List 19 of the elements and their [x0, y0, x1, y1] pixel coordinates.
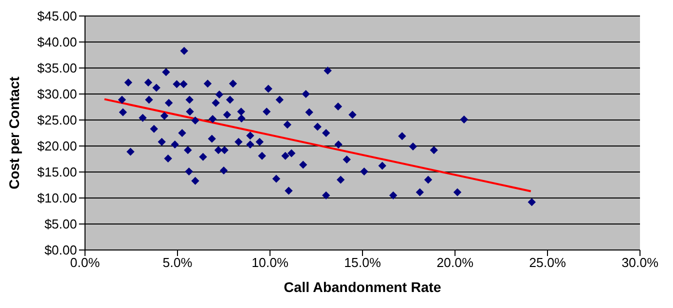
- y-tick-label: $15.00: [37, 164, 77, 180]
- y-tick-label: $20.00: [37, 138, 77, 154]
- y-axis-title: Cost per Contact: [6, 76, 22, 190]
- y-tick-label: $45.00: [37, 8, 77, 24]
- x-tick-label: 15.0%: [344, 255, 382, 270]
- y-tick-label: $10.00: [37, 190, 77, 206]
- x-tick-label: 10.0%: [252, 255, 289, 270]
- x-tick-label: 30.0%: [622, 255, 659, 270]
- y-tick-label: $30.00: [37, 86, 77, 102]
- x-axis-title: Call Abandonment Rate: [284, 279, 442, 295]
- x-tick-label: 20.0%: [436, 255, 474, 270]
- y-tick-label: $5.00: [44, 216, 77, 232]
- x-tick-label: 25.0%: [529, 255, 566, 270]
- x-tick-label: 5.0%: [162, 255, 193, 270]
- y-tick-label: $40.00: [37, 34, 77, 50]
- y-tick-label: $35.00: [37, 60, 77, 76]
- x-tick-label: 0.0%: [70, 255, 100, 270]
- y-tick-label: $0.00: [44, 242, 77, 258]
- y-tick-label: $25.00: [37, 112, 77, 128]
